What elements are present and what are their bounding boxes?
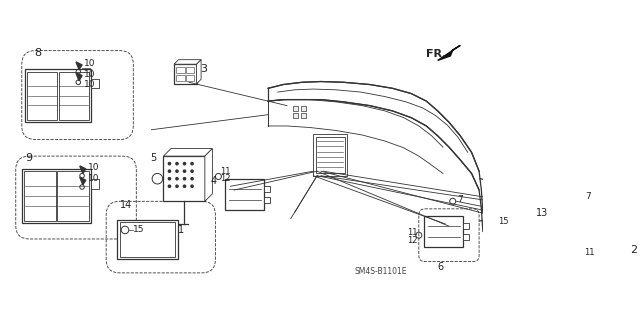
Text: 15: 15 <box>498 217 508 226</box>
Bar <box>301 106 306 111</box>
Bar <box>264 197 271 203</box>
Text: 11: 11 <box>408 228 418 237</box>
Bar <box>27 72 57 120</box>
Text: 12: 12 <box>220 174 230 183</box>
Text: 8: 8 <box>35 48 42 58</box>
Text: 14: 14 <box>120 200 132 210</box>
Bar <box>314 134 348 176</box>
Circle shape <box>176 170 178 172</box>
Circle shape <box>176 178 178 180</box>
Bar <box>264 186 271 192</box>
Polygon shape <box>205 149 212 201</box>
Text: 10: 10 <box>84 59 95 68</box>
Text: 4: 4 <box>211 176 217 186</box>
Bar <box>626 219 632 226</box>
Text: 9: 9 <box>25 153 32 163</box>
Circle shape <box>184 170 186 172</box>
Bar <box>316 137 345 174</box>
Bar <box>22 169 91 223</box>
Text: 2: 2 <box>630 245 637 255</box>
Bar <box>176 75 184 81</box>
Circle shape <box>176 185 178 187</box>
Bar <box>225 179 264 210</box>
Bar <box>584 210 626 247</box>
Bar <box>174 64 196 84</box>
Text: FR.: FR. <box>426 49 447 59</box>
Text: 5: 5 <box>150 152 157 163</box>
Text: SM4S-B1101E: SM4S-B1101E <box>355 267 407 276</box>
Text: 12: 12 <box>408 236 418 245</box>
Bar <box>293 113 298 118</box>
Circle shape <box>191 185 193 187</box>
Bar <box>120 222 175 257</box>
Polygon shape <box>76 62 82 70</box>
Bar <box>301 113 306 118</box>
Polygon shape <box>196 60 201 84</box>
Circle shape <box>191 162 193 165</box>
Bar <box>186 75 195 81</box>
Circle shape <box>176 162 178 165</box>
Polygon shape <box>163 149 212 156</box>
Text: 11: 11 <box>220 167 230 176</box>
Text: 10: 10 <box>88 174 100 183</box>
Bar <box>293 106 298 111</box>
Circle shape <box>184 162 186 165</box>
Bar <box>25 70 91 122</box>
Text: 10: 10 <box>88 163 100 172</box>
Text: 11: 11 <box>584 248 595 257</box>
Bar <box>176 67 184 73</box>
Bar <box>537 219 543 225</box>
Text: 3: 3 <box>200 64 207 74</box>
Text: 7: 7 <box>586 191 591 201</box>
Bar <box>463 223 469 229</box>
Polygon shape <box>438 45 460 60</box>
Bar <box>626 232 632 237</box>
Circle shape <box>191 178 193 180</box>
Circle shape <box>168 170 171 172</box>
Text: 1: 1 <box>178 225 184 235</box>
Bar <box>57 171 89 221</box>
Circle shape <box>191 170 193 172</box>
Text: 10: 10 <box>84 70 95 79</box>
Bar <box>118 220 178 259</box>
Polygon shape <box>80 177 86 185</box>
Bar <box>424 216 463 247</box>
Bar <box>24 171 56 221</box>
Circle shape <box>184 185 186 187</box>
Circle shape <box>168 162 171 165</box>
Bar <box>91 78 99 87</box>
Circle shape <box>168 185 171 187</box>
Text: 6: 6 <box>438 262 444 272</box>
Text: 10: 10 <box>84 80 95 89</box>
Bar <box>163 156 205 201</box>
Polygon shape <box>174 60 201 64</box>
Text: 13: 13 <box>536 208 548 218</box>
Polygon shape <box>76 73 82 81</box>
Bar <box>463 234 469 240</box>
Bar <box>59 72 89 120</box>
Text: 15: 15 <box>132 226 144 234</box>
Bar <box>91 180 99 189</box>
Text: 7: 7 <box>457 195 463 204</box>
Bar <box>186 67 195 73</box>
Polygon shape <box>80 166 86 174</box>
Bar <box>499 211 537 243</box>
Circle shape <box>184 178 186 180</box>
Circle shape <box>168 178 171 180</box>
